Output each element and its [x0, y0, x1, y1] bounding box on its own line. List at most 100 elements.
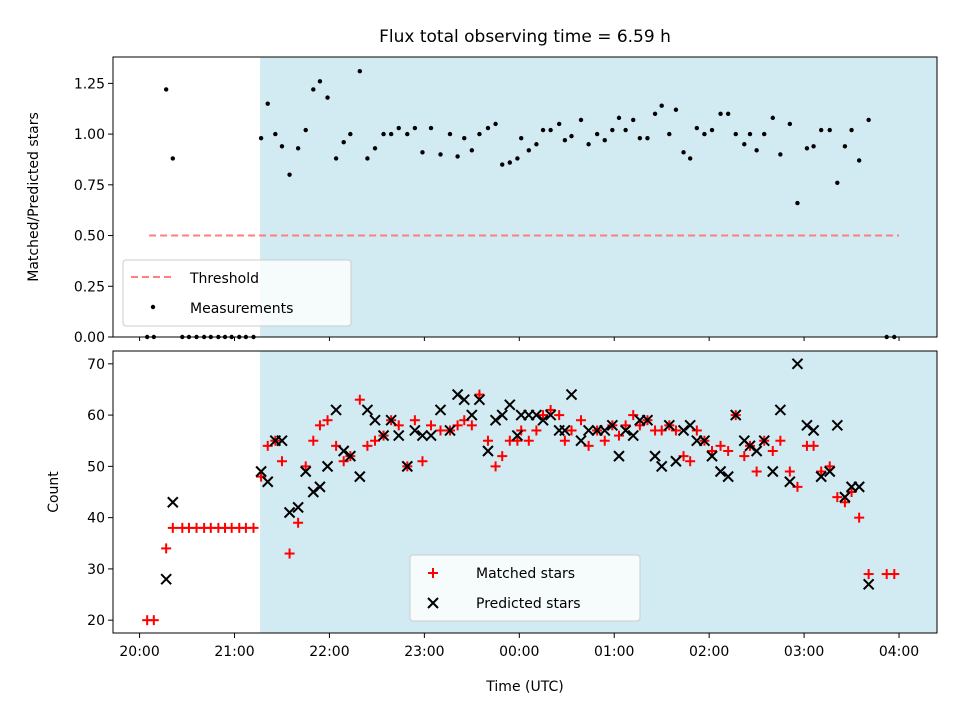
- measurement-point: [849, 127, 854, 133]
- matched-star-point: [370, 435, 381, 446]
- matched-star-point: [466, 420, 477, 431]
- legend-predicted-swatch: [427, 597, 439, 609]
- predicted-star-point: [641, 414, 654, 426]
- measurement-point: [709, 127, 715, 133]
- measurement-point: [631, 117, 636, 123]
- x-tick-label: 22:00: [309, 644, 349, 660]
- matched-star-point: [824, 461, 835, 472]
- matched-star-point: [161, 543, 172, 554]
- matched-star-point: [739, 451, 750, 462]
- ratio-legend-box: [122, 259, 352, 327]
- predicted-star-point: [791, 358, 804, 370]
- measurement-point: [428, 125, 434, 131]
- marker-stroke: [321, 460, 334, 473]
- predicted-star-point: [458, 394, 470, 406]
- matched-star-point: [751, 466, 762, 477]
- marker-stroke: [606, 419, 619, 432]
- measurement-point: [548, 127, 553, 133]
- matched-star-point: [832, 492, 843, 503]
- time-x-axis: 20:00 21:00 22:00 23:00 00:00 01:00 02:00 03:00…: [119, 633, 919, 660]
- measurement-point: [562, 137, 568, 143]
- marker-stroke: [730, 409, 742, 421]
- marker-stroke: [451, 388, 464, 401]
- marker-stroke: [255, 465, 267, 478]
- measurement-point: [602, 137, 607, 143]
- matched-star-point: [338, 456, 349, 467]
- measurement-point: [733, 131, 738, 137]
- measurement-point: [519, 135, 524, 141]
- legend-matched-swatch: [428, 568, 438, 578]
- marker-stroke: [722, 470, 734, 483]
- measurement-point: [586, 142, 591, 147]
- predicted-star-point: [670, 455, 682, 467]
- predicted-star-point: [758, 435, 770, 447]
- matched-star-point: [248, 522, 259, 533]
- predicted-star-point: [262, 476, 274, 488]
- marker-stroke: [627, 429, 639, 442]
- count-y-axis: 20 30 40 50 60 70: [87, 357, 113, 629]
- measurement-point: [493, 121, 498, 127]
- measurement-point: [420, 150, 425, 155]
- matched-star-point: [308, 435, 319, 446]
- predicted-star-point: [167, 496, 179, 508]
- y-tick-label: 50: [87, 459, 105, 475]
- count-y-label: Count: [46, 471, 62, 513]
- measurement-point: [388, 131, 394, 137]
- predicted-star-point: [619, 424, 632, 437]
- measurement-point: [795, 200, 800, 206]
- marker-stroke: [314, 481, 326, 493]
- predicted-star-point: [361, 404, 374, 416]
- marker-stroke: [473, 394, 486, 406]
- measurement-point: [687, 156, 693, 161]
- y-tick-label: 0.75: [74, 178, 105, 194]
- count-legend-box: [409, 554, 641, 622]
- matched-star-point: [784, 466, 795, 477]
- marker-stroke: [504, 399, 516, 411]
- measurement-point: [835, 180, 840, 185]
- matched-star-point: [816, 466, 827, 477]
- predicted-star-point: [330, 404, 342, 416]
- marker-stroke: [663, 419, 676, 432]
- predicted-star-point: [401, 460, 413, 473]
- predicted-star-point: [774, 404, 787, 416]
- matched-star-point: [322, 415, 333, 426]
- measurement-point: [279, 144, 285, 149]
- marker-stroke: [361, 404, 374, 416]
- marker-stroke: [482, 445, 494, 457]
- marker-stroke: [337, 445, 350, 457]
- matched-star-point: [767, 445, 778, 456]
- measurement-point: [469, 148, 475, 153]
- matched-star-point: [362, 440, 373, 451]
- measurement-point: [325, 95, 330, 100]
- marker-stroke: [853, 481, 865, 493]
- measurement-point: [265, 101, 270, 106]
- matched-star-point: [284, 548, 295, 559]
- marker-stroke: [377, 429, 390, 442]
- marker-stroke: [750, 445, 763, 457]
- predicted-star-point: [321, 460, 334, 473]
- measurement-point: [534, 142, 539, 147]
- marker-stroke: [815, 470, 827, 483]
- measurement-point: [500, 162, 505, 167]
- marker-stroke: [801, 419, 813, 432]
- legend-x-marker: [427, 597, 439, 609]
- measurements-series: [144, 69, 897, 340]
- predicted-star-point: [807, 424, 820, 437]
- predicted-star-point: [466, 409, 478, 421]
- shaded-region: [260, 57, 938, 337]
- marker-stroke: [758, 435, 770, 447]
- measurement-point: [333, 156, 339, 161]
- marker-stroke: [369, 414, 381, 426]
- matched-star-point: [531, 425, 542, 436]
- marker-stroke: [649, 450, 661, 462]
- measurement-point: [667, 131, 672, 137]
- measurement-point: [477, 131, 482, 137]
- predicted-star-point: [276, 435, 288, 447]
- measurement-point: [540, 127, 546, 133]
- measurement-point: [694, 125, 700, 131]
- measurement-point: [578, 117, 584, 123]
- marker-stroke: [511, 429, 524, 442]
- predicted-star-point: [160, 573, 172, 585]
- predicted-star-point: [425, 429, 437, 442]
- count-series: [142, 358, 900, 626]
